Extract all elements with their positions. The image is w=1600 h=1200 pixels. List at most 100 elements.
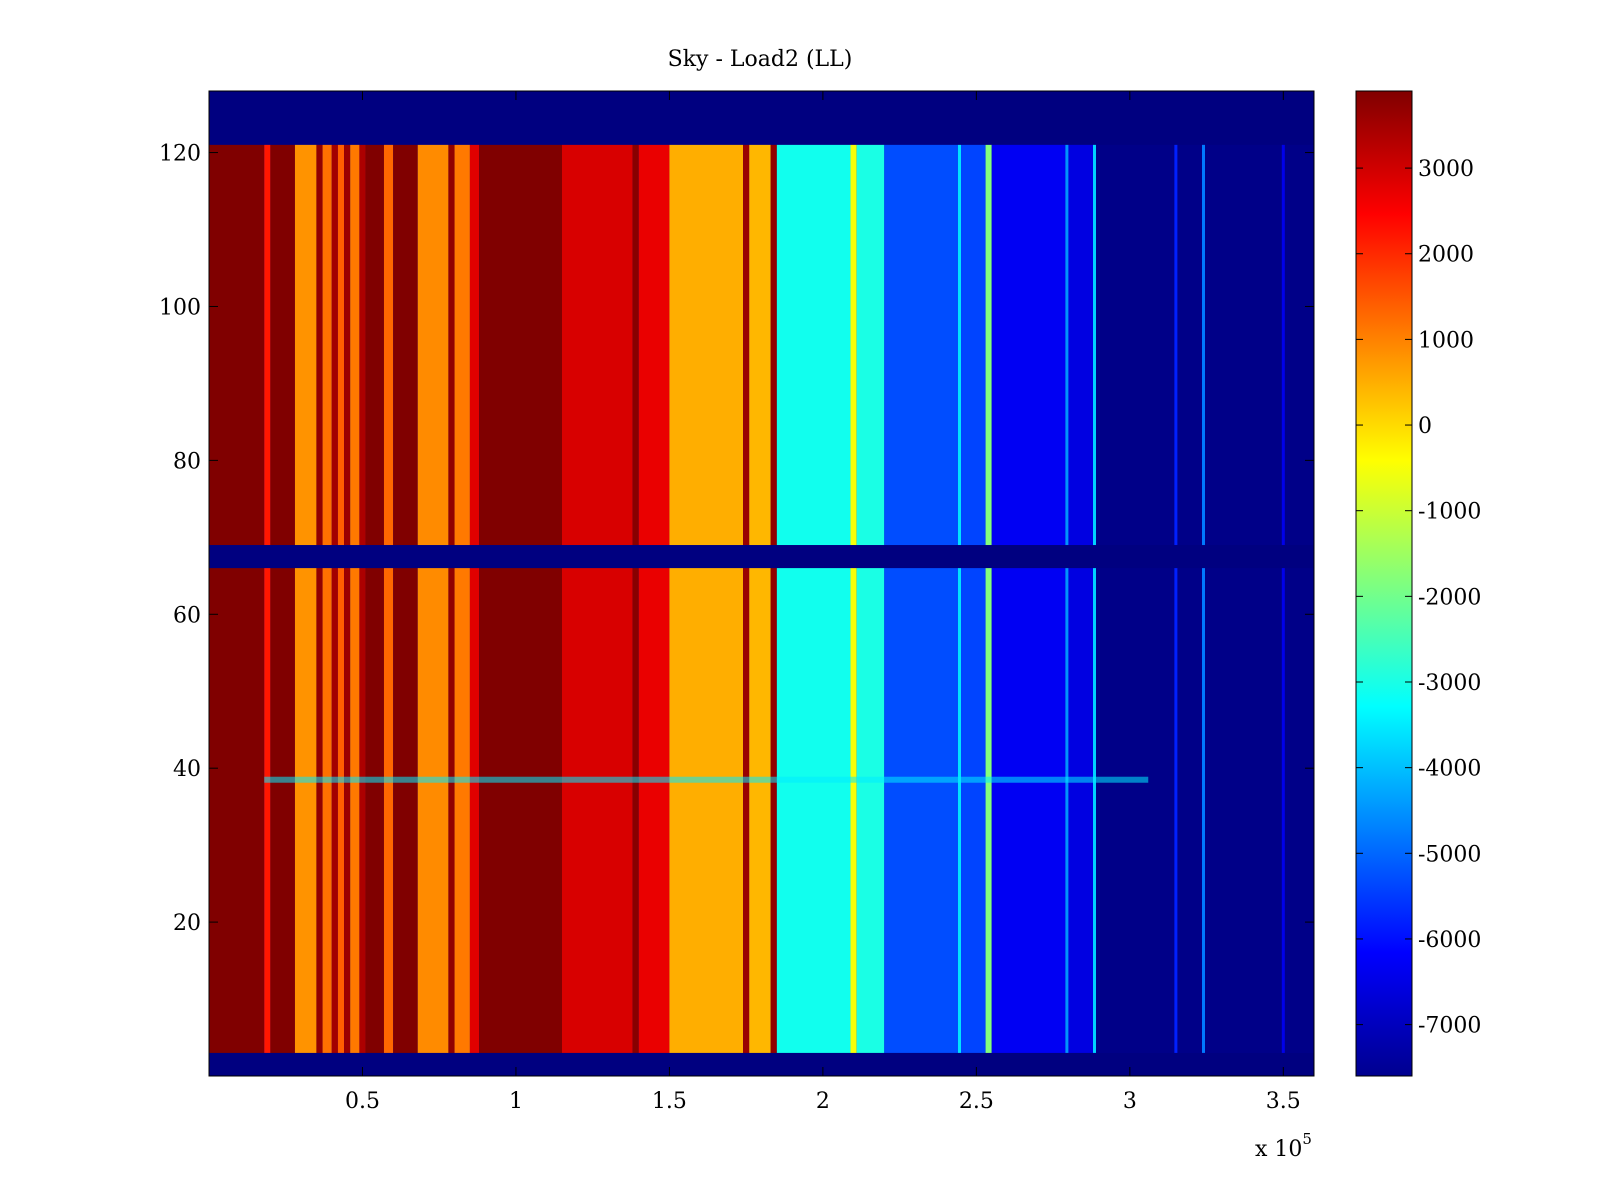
colorbar	[1355, 90, 1413, 1077]
heatmap-line	[1281, 568, 1285, 1053]
heatmap-cell	[1093, 144, 1097, 546]
heatmap-cell	[850, 568, 857, 1053]
heatmap-cell	[417, 144, 449, 546]
heatmap-cell	[1065, 568, 1069, 1053]
heatmap-cell	[961, 568, 986, 1053]
colorbar-tick-label: -2000	[1418, 585, 1481, 610]
heatmap-cell	[337, 144, 345, 546]
heatmap-line	[1174, 144, 1178, 546]
heatmap-cell	[985, 568, 992, 1053]
heatmap-line	[1281, 144, 1285, 546]
heatmap-cell	[632, 144, 639, 546]
heatmap-cell	[743, 568, 750, 1053]
heatmap-cell	[294, 144, 317, 546]
heatmap-cell	[469, 568, 480, 1053]
colorbar-tick-label: -6000	[1418, 928, 1481, 953]
colorbar-tick-label: -7000	[1418, 1014, 1481, 1039]
heatmap-cell	[957, 144, 962, 546]
heatmap-cell	[322, 144, 332, 546]
heatmap-plot	[209, 91, 1314, 1076]
heatmap-cell	[884, 144, 958, 546]
heatmap-cell	[448, 144, 455, 546]
y-tick-label: 20	[173, 911, 201, 936]
heatmap-cell	[479, 568, 562, 1053]
chart-title: Sky - Load2 (LL)	[668, 47, 853, 72]
heatmap-cell	[209, 568, 265, 1053]
heatmap-cell	[749, 144, 771, 546]
heatmap-cell	[454, 568, 470, 1053]
heatmap-cell	[365, 144, 384, 546]
heatmap-cell	[884, 568, 958, 1053]
heatmap-cell	[669, 568, 744, 1053]
colorbar-tick-label: 2000	[1418, 243, 1474, 268]
y-tick-label: 40	[173, 757, 201, 782]
heatmap-cell	[270, 144, 295, 546]
x-tick-label: 0.5	[345, 1089, 380, 1114]
x-tick-label: 1.5	[652, 1089, 687, 1114]
heatmap-cell	[1096, 568, 1314, 1053]
x-tick-label: 2.5	[959, 1089, 994, 1114]
heatmap-cell	[856, 568, 885, 1053]
heatmap-cell	[985, 144, 992, 546]
heatmap-cell	[393, 144, 418, 546]
x-tick-label: 2	[816, 1089, 830, 1114]
heatmap-cell	[344, 568, 351, 1053]
heatmap-cell	[264, 144, 271, 546]
colorbar-tick-label: 1000	[1418, 328, 1474, 353]
heatmap-cell	[957, 568, 962, 1053]
y-tick-label: 80	[173, 449, 201, 474]
heatmap-cell	[1068, 568, 1093, 1053]
colorbar-tick-label: -3000	[1418, 671, 1481, 696]
heatmap-cell	[331, 144, 338, 546]
heatmap-cell	[393, 568, 418, 1053]
heatmap-cell	[454, 144, 470, 546]
heatmap-cell	[991, 144, 1066, 546]
heatmap-cell	[770, 144, 777, 546]
y-tick-label: 120	[159, 142, 201, 167]
colorbar-tick-label: 3000	[1418, 157, 1474, 182]
heatmap-line	[1174, 568, 1178, 1053]
colorbar-tick-label: -5000	[1418, 842, 1481, 867]
y-tick-label: 60	[173, 603, 201, 628]
heatmap-cell	[561, 144, 633, 546]
heatmap-cell	[743, 144, 750, 546]
x-tick-label: 3	[1123, 1089, 1137, 1114]
heatmap-cell	[270, 568, 295, 1053]
heatmap-cell	[294, 568, 317, 1053]
colorbar-tick-label: -4000	[1418, 757, 1481, 782]
heatmap-cell	[856, 144, 885, 546]
heatmap-cell	[469, 144, 480, 546]
heatmap-cell	[1093, 568, 1097, 1053]
heatmap-cell	[638, 144, 670, 546]
colorbar-tick-label: -1000	[1418, 500, 1481, 525]
heatmap-cell	[350, 144, 360, 546]
y-tick-label: 100	[159, 295, 201, 320]
heatmap-cell	[316, 144, 323, 546]
heatmap-cell	[417, 568, 449, 1053]
heatmap-cell	[383, 568, 394, 1053]
x-multiplier-prefix: x 10	[1255, 1137, 1302, 1162]
heatmap-line	[1202, 144, 1205, 546]
heatmap-highlight-row	[264, 776, 1149, 783]
heatmap-cell	[316, 568, 323, 1053]
heatmap-cell	[561, 568, 633, 1053]
heatmap-cell	[638, 568, 670, 1053]
x-tick-label: 3.5	[1266, 1089, 1301, 1114]
x-axis: 0.5 1 1.5 2 2.5 3 3.5	[345, 91, 1301, 1114]
heatmap-cell	[331, 568, 338, 1053]
heatmap-cell	[961, 144, 986, 546]
heatmap-line	[1202, 568, 1205, 1053]
heatmap-cell	[770, 568, 777, 1053]
heatmap-cell	[322, 568, 332, 1053]
heatmap-cell	[776, 568, 851, 1053]
heatmap-cell	[991, 568, 1066, 1053]
heatmap-cell	[359, 144, 366, 546]
heatmap-cell	[850, 144, 857, 546]
x-multiplier-label: x 105	[1255, 1130, 1312, 1162]
heatmap-cell	[337, 568, 345, 1053]
y-axis: 20 40 60 80 100 120	[159, 142, 1314, 936]
x-tick-label: 1	[509, 1089, 523, 1114]
colorbar-axis: 3000 2000 1000 0 -1000 -2000 -3000 -4000 -5000 -6…	[1356, 157, 1481, 1039]
heatmap-cell	[344, 144, 351, 546]
